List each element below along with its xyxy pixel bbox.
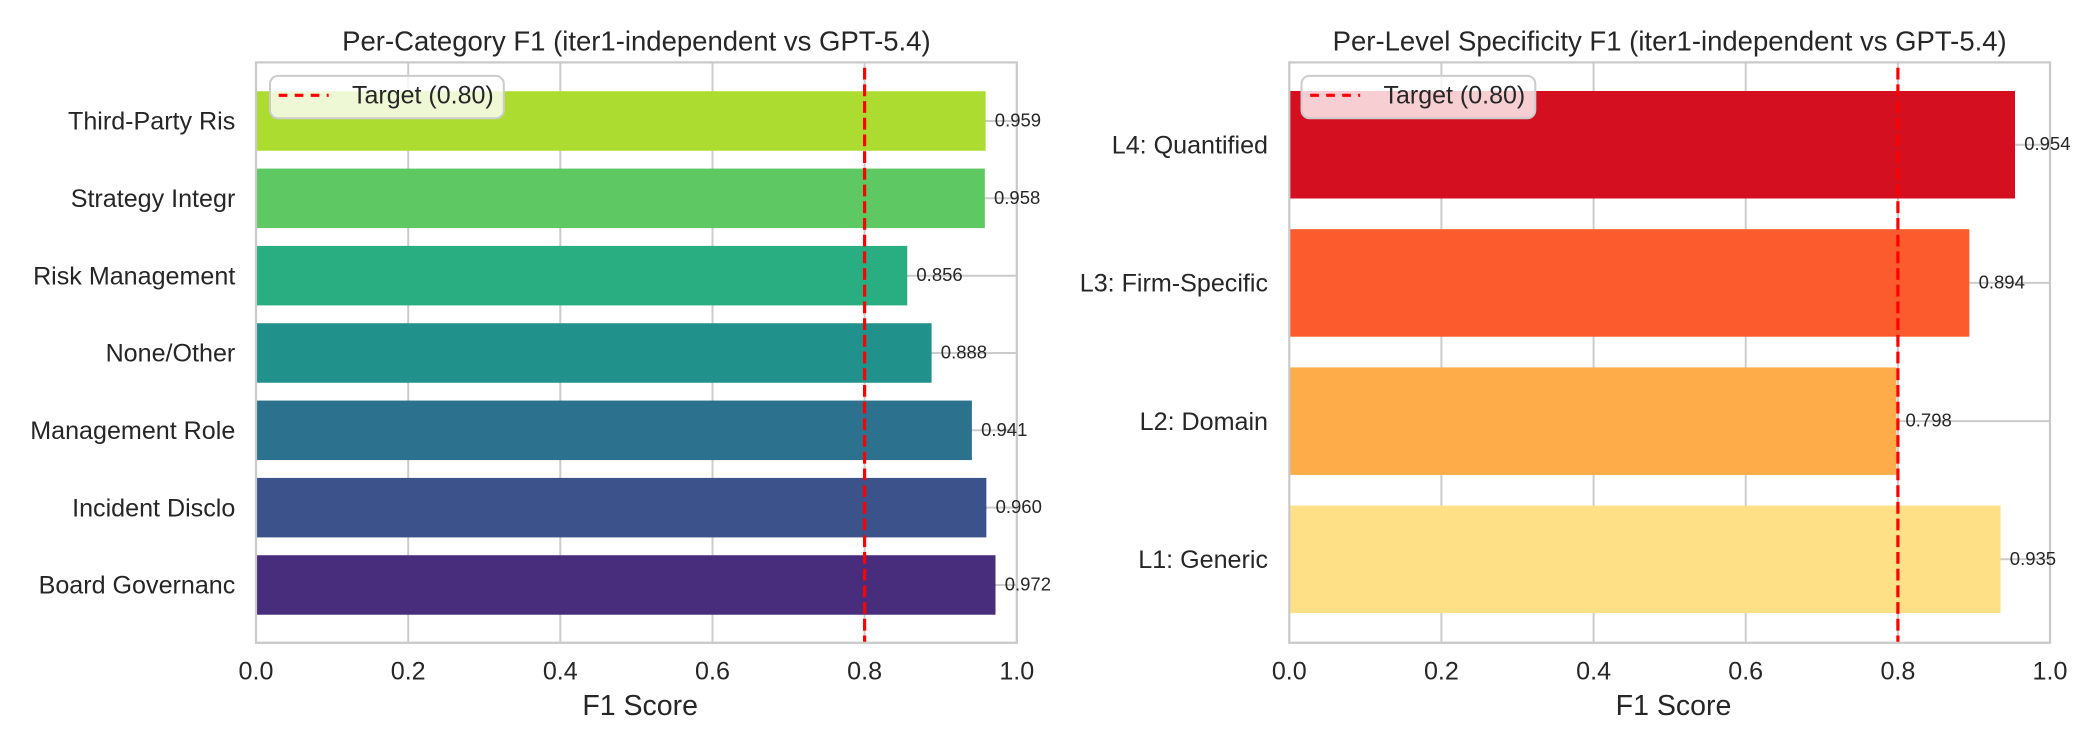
svg-text:Per-Category F1 (iter1-indepen: Per-Category F1 (iter1-independent vs GP… (342, 26, 930, 57)
svg-text:None/Other: None/Other (106, 340, 236, 368)
svg-text:0.798: 0.798 (1906, 410, 1952, 431)
svg-text:Target (0.80): Target (0.80) (1384, 82, 1526, 110)
svg-text:Risk Management: Risk Management (33, 262, 235, 290)
svg-text:0.888: 0.888 (941, 342, 987, 363)
svg-text:L4: Quantified: L4: Quantified (1112, 131, 1268, 159)
svg-text:0.972: 0.972 (1005, 574, 1051, 595)
svg-text:Management Role: Management Role (30, 417, 235, 445)
svg-text:L3: Firm-Specific: L3: Firm-Specific (1080, 270, 1268, 298)
svg-text:0.8: 0.8 (847, 658, 882, 686)
svg-text:0.954: 0.954 (2024, 133, 2070, 154)
svg-text:Board Governanc: Board Governanc (39, 572, 236, 600)
svg-text:0.0: 0.0 (1272, 658, 1307, 686)
svg-text:0.6: 0.6 (695, 658, 730, 686)
svg-text:Target (0.80): Target (0.80) (352, 82, 494, 110)
svg-text:0.894: 0.894 (1979, 271, 2025, 292)
svg-text:0.4: 0.4 (1576, 658, 1611, 686)
svg-text:1.0: 1.0 (2033, 658, 2068, 686)
svg-text:0.4: 0.4 (543, 658, 578, 686)
svg-text:F1 Score: F1 Score (582, 690, 698, 722)
svg-text:0.959: 0.959 (995, 110, 1041, 131)
svg-text:Third-Party Ris: Third-Party Ris (68, 108, 235, 136)
svg-text:0.960: 0.960 (996, 496, 1042, 517)
svg-text:1.0: 1.0 (999, 658, 1034, 686)
svg-text:0.2: 0.2 (391, 658, 426, 686)
svg-text:0.856: 0.856 (916, 264, 962, 285)
svg-text:0.958: 0.958 (994, 187, 1040, 208)
svg-text:0.2: 0.2 (1424, 658, 1459, 686)
svg-text:Strategy Integr: Strategy Integr (71, 185, 236, 213)
svg-text:0.0: 0.0 (239, 658, 274, 686)
svg-text:0.935: 0.935 (2010, 548, 2056, 569)
svg-text:0.8: 0.8 (1880, 658, 1915, 686)
svg-text:L2: Domain: L2: Domain (1140, 408, 1268, 436)
svg-text:F1 Score: F1 Score (1616, 690, 1732, 722)
svg-text:Per-Level Specificity F1 (iter: Per-Level Specificity F1 (iter1-independ… (1333, 26, 2007, 57)
svg-text:Incident Disclo: Incident Disclo (72, 494, 235, 522)
svg-text:0.941: 0.941 (981, 419, 1027, 440)
svg-text:0.6: 0.6 (1728, 658, 1763, 686)
svg-text:L1: Generic: L1: Generic (1138, 546, 1268, 574)
